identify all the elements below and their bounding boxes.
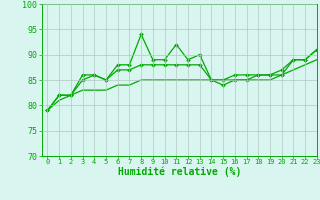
- X-axis label: Humidité relative (%): Humidité relative (%): [117, 166, 241, 177]
